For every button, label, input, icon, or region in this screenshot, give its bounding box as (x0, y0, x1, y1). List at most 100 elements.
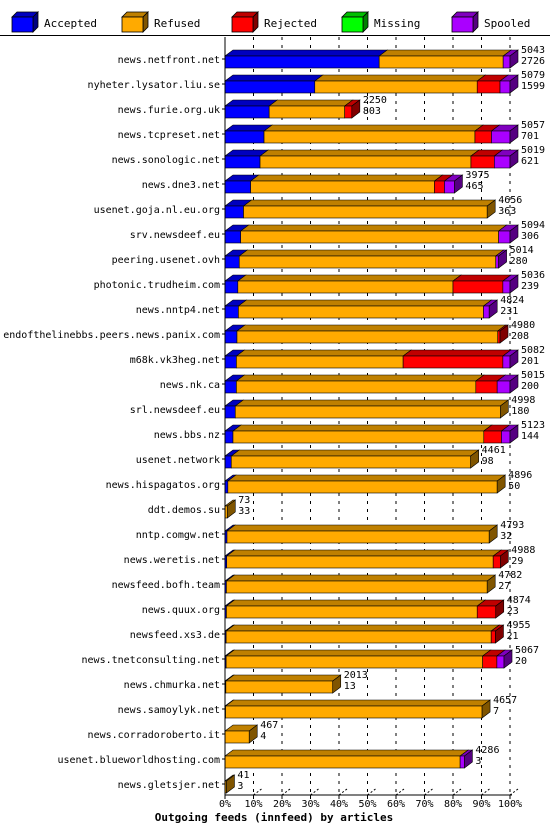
bar-segment-side (248, 724, 258, 744)
bar-value-secondary: 200 (521, 381, 539, 392)
bar-segment-side (454, 174, 463, 194)
bar-segment (483, 305, 490, 319)
bar-label: news.tnetconsulting.net (82, 655, 220, 666)
bar-segment-side (495, 624, 504, 644)
gridline-depth (367, 788, 376, 796)
bar-segment-top (225, 649, 492, 657)
legend-item-accepted: Accepted (11, 11, 97, 33)
legend-label: Rejected (264, 17, 317, 30)
legend-swatch (231, 16, 254, 33)
bar-segment (378, 55, 504, 69)
gridline-depth (452, 788, 462, 796)
bar-label: news.nntp4.net (136, 305, 220, 316)
bar-segment (226, 605, 478, 619)
bar-segment (230, 455, 471, 469)
bar-segment-top (452, 274, 512, 282)
bar-segment-side (503, 649, 513, 669)
bar-label: news.bbs.nz (154, 430, 220, 441)
bar-segment (224, 205, 244, 219)
gridline-depth (310, 788, 319, 796)
gridline-depth (509, 788, 519, 796)
bar-segment (227, 480, 498, 494)
bar-segment (495, 255, 499, 269)
bar-segment-side (498, 249, 507, 269)
bar-value-total: 73 (238, 495, 250, 506)
bar-segment (314, 80, 478, 94)
bar-segment-side (509, 224, 519, 244)
bar-value-total: 2250 (363, 95, 387, 106)
bar-segment-side (509, 424, 519, 444)
bar-segment-side (500, 549, 509, 569)
bar-segment (224, 455, 232, 469)
bar-segment (344, 105, 353, 119)
x-tick-label: 0% (219, 799, 231, 810)
bar-segment (502, 280, 511, 294)
bar-segment-top (268, 99, 354, 107)
bar-segment-side (509, 124, 519, 144)
bar-segment (224, 80, 316, 94)
bar-segment (240, 230, 499, 244)
legend: Accepted Refused Rejected Missing Spooled (0, 11, 550, 36)
bar-value-total: 5057 (521, 120, 545, 131)
bar-value-total: 4874 (507, 595, 531, 606)
bar-label: usenet.goja.nl.eu.org (94, 205, 220, 216)
bar-value-secondary: 3 (237, 781, 243, 792)
bar-segment-top (225, 574, 497, 582)
x-tick-label: 70% (415, 799, 433, 810)
bar-segment (224, 730, 250, 744)
bar-segment (259, 155, 472, 169)
x-tick-label: 20% (273, 799, 291, 810)
bar-segment-top (225, 624, 501, 632)
x-tick-label: 90% (472, 799, 490, 810)
bar-segment-top (236, 274, 462, 282)
bar-segment (434, 180, 445, 194)
bar-label: ddt.demos.su (148, 505, 220, 516)
gridline-depth (424, 788, 433, 796)
bar-segment-top (225, 599, 487, 607)
legend-item-missing: Missing (341, 11, 420, 33)
bar-segment-side (509, 274, 519, 294)
bar-segment-side (481, 699, 491, 719)
bar-label: usenet.network (136, 455, 220, 466)
bar-segment-side (509, 349, 519, 369)
bar-value-total: 5067 (515, 645, 539, 656)
bar-segment (476, 605, 497, 619)
bar-segment-top (230, 449, 480, 457)
gridline-depth (481, 788, 490, 796)
bar-segment (225, 630, 492, 644)
bar-segment (502, 55, 511, 69)
bar-segment (483, 430, 502, 444)
bar-segment (225, 655, 483, 669)
gridline-depth (281, 788, 291, 796)
bar-label: newsfeed.xs3.de (130, 630, 220, 641)
bar-value-secondary: 21 (506, 631, 518, 642)
bar-value-secondary: 363 (498, 206, 516, 217)
axes: 0% 10% 20% 30% 40% 50% 60% 70% 80% 90% 100% (219, 37, 522, 810)
bar-segment-top (237, 299, 493, 307)
bar-segment (496, 655, 505, 669)
bar-segment-top (236, 324, 507, 332)
x-tick-label: 10% (244, 799, 262, 810)
bar-label: news.corradoroberto.it (88, 730, 220, 741)
bar-segment (501, 430, 511, 444)
legend-swatch (11, 16, 34, 33)
bar-value-secondary: 50 (508, 481, 520, 492)
bar-segment (226, 530, 490, 544)
x-axis-label: Outgoing feeds (innfeed) by articles (155, 811, 393, 824)
bar-segment (224, 130, 265, 144)
bar-segment-top (234, 399, 510, 407)
bar-segment-top (313, 74, 487, 82)
bar-segment (224, 355, 237, 369)
bar-value-total: 4824 (500, 295, 524, 306)
